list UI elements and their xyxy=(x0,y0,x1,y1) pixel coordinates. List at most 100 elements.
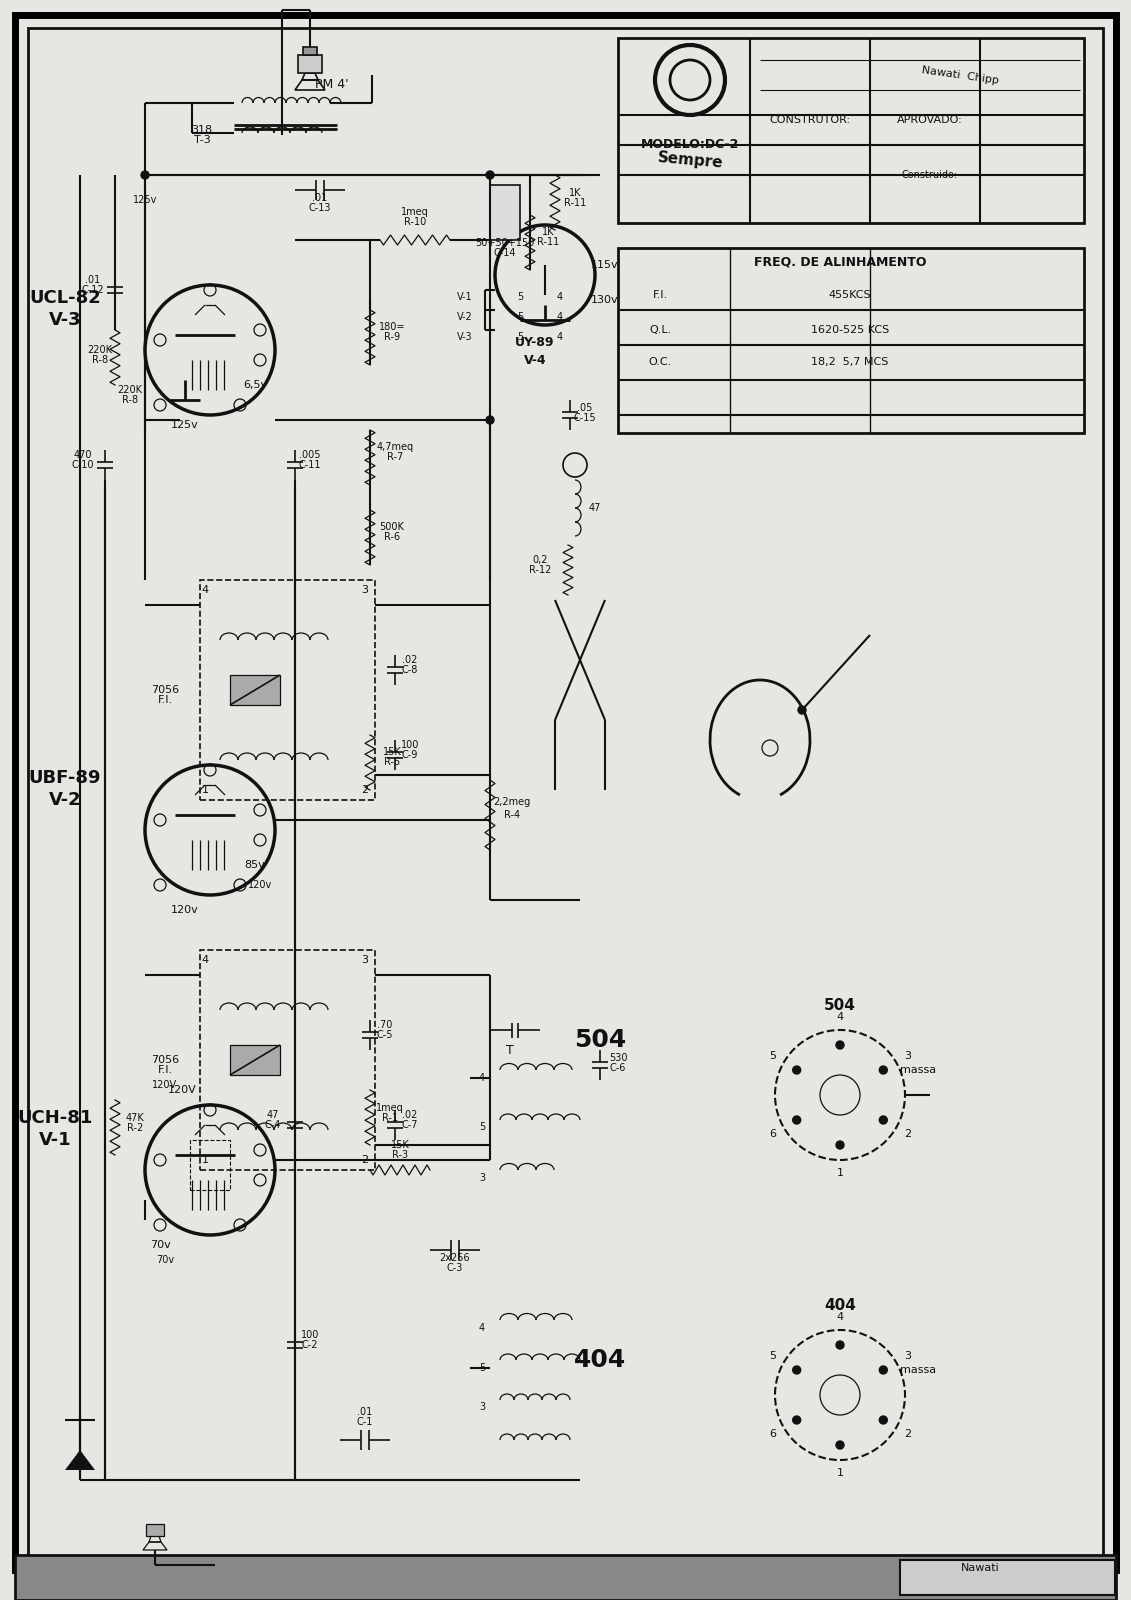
Circle shape xyxy=(486,416,494,424)
Circle shape xyxy=(879,1066,888,1074)
Text: Nawati  Chipp: Nawati Chipp xyxy=(921,64,999,85)
Text: 455KCS: 455KCS xyxy=(829,290,871,301)
Text: F.I.: F.I. xyxy=(157,694,173,706)
Text: 4: 4 xyxy=(201,955,208,965)
Text: UCH-81: UCH-81 xyxy=(17,1109,93,1126)
Text: O.C.: O.C. xyxy=(648,357,672,366)
Text: 220K: 220K xyxy=(87,346,112,355)
Text: 1K: 1K xyxy=(542,227,554,237)
Text: 1620-525 KCS: 1620-525 KCS xyxy=(811,325,889,334)
Bar xyxy=(618,38,1083,222)
Text: C-12: C-12 xyxy=(81,285,104,294)
Text: V-3: V-3 xyxy=(457,333,473,342)
Text: 180=: 180= xyxy=(379,322,405,333)
Text: 404: 404 xyxy=(573,1347,627,1371)
Text: R-3: R-3 xyxy=(392,1150,408,1160)
Text: C-11: C-11 xyxy=(299,461,321,470)
Text: 5: 5 xyxy=(517,312,524,322)
Text: 120V: 120V xyxy=(167,1085,197,1094)
Text: 2,2meg: 2,2meg xyxy=(493,797,530,806)
Text: 120V: 120V xyxy=(153,1080,178,1090)
Text: V-2: V-2 xyxy=(49,790,81,810)
Text: 6: 6 xyxy=(769,1429,776,1438)
Text: 318: 318 xyxy=(191,125,213,134)
Text: F.I.: F.I. xyxy=(157,1066,173,1075)
Text: Q.L.: Q.L. xyxy=(649,325,671,334)
Text: 404: 404 xyxy=(824,1298,856,1312)
Text: Construido:: Construido: xyxy=(901,170,958,179)
Text: .02: .02 xyxy=(403,1110,417,1120)
Text: 3: 3 xyxy=(478,1173,485,1182)
Circle shape xyxy=(836,1042,844,1050)
Text: 4: 4 xyxy=(201,586,208,595)
Text: 4: 4 xyxy=(837,1013,844,1022)
Text: 5: 5 xyxy=(478,1363,485,1373)
Bar xyxy=(900,1560,1115,1595)
Text: V-2: V-2 xyxy=(457,312,473,322)
Text: R-11: R-11 xyxy=(564,198,586,208)
Text: CONSTRUTOR:: CONSTRUTOR: xyxy=(769,115,851,125)
Bar xyxy=(230,675,280,706)
Circle shape xyxy=(879,1366,888,1374)
Text: .02: .02 xyxy=(403,654,417,666)
Circle shape xyxy=(879,1416,888,1424)
Text: .01: .01 xyxy=(312,194,328,203)
Text: R-12: R-12 xyxy=(529,565,551,574)
Text: 4: 4 xyxy=(478,1074,485,1083)
Text: V-4: V-4 xyxy=(524,354,546,366)
Text: UBF-89: UBF-89 xyxy=(28,770,102,787)
Text: C-7: C-7 xyxy=(402,1120,418,1130)
Text: 15K: 15K xyxy=(390,1139,409,1150)
Circle shape xyxy=(798,706,806,714)
Text: massa: massa xyxy=(900,1365,936,1374)
Bar xyxy=(490,186,520,240)
Text: 70v: 70v xyxy=(149,1240,171,1250)
Text: 2: 2 xyxy=(904,1130,912,1139)
Text: 3: 3 xyxy=(478,1402,485,1411)
Text: 470: 470 xyxy=(74,450,93,461)
Text: 1meq: 1meq xyxy=(402,206,429,218)
Text: 2: 2 xyxy=(362,786,369,795)
Circle shape xyxy=(879,1117,888,1123)
Bar xyxy=(230,1045,280,1075)
Text: 500K: 500K xyxy=(380,522,405,531)
Text: 1: 1 xyxy=(201,1155,208,1165)
Text: R-4: R-4 xyxy=(504,810,520,819)
Text: 70v: 70v xyxy=(156,1254,174,1266)
Circle shape xyxy=(793,1066,801,1074)
Text: 1: 1 xyxy=(837,1168,844,1178)
Text: MODELO:DC-2: MODELO:DC-2 xyxy=(641,139,740,152)
Text: V-1: V-1 xyxy=(457,291,473,302)
Text: V-3: V-3 xyxy=(49,310,81,330)
Circle shape xyxy=(793,1366,801,1374)
Text: 130v: 130v xyxy=(592,294,619,306)
Text: 1: 1 xyxy=(201,786,208,795)
Text: Sempre: Sempre xyxy=(656,150,724,170)
Text: 504: 504 xyxy=(573,1029,627,1053)
Text: 3: 3 xyxy=(362,955,369,965)
Text: R-11: R-11 xyxy=(537,237,559,246)
Text: 3: 3 xyxy=(904,1350,912,1362)
Text: R-5: R-5 xyxy=(383,757,400,766)
Text: 4,7meq: 4,7meq xyxy=(377,442,414,451)
Text: R-1: R-1 xyxy=(382,1114,398,1123)
Text: APROVADO:: APROVADO: xyxy=(897,115,962,125)
Text: R-8: R-8 xyxy=(122,395,138,405)
Text: Nawati: Nawati xyxy=(960,1563,1000,1573)
Text: F.I.: F.I. xyxy=(653,290,667,301)
Text: C-13: C-13 xyxy=(309,203,331,213)
Text: 3: 3 xyxy=(362,586,369,595)
Text: 125v: 125v xyxy=(171,419,199,430)
Bar xyxy=(618,248,1083,434)
Text: 7056: 7056 xyxy=(150,1054,179,1066)
Bar xyxy=(146,1523,164,1536)
Text: R-10: R-10 xyxy=(404,218,426,227)
Circle shape xyxy=(486,171,494,179)
Text: C-5: C-5 xyxy=(377,1030,394,1040)
Text: 4: 4 xyxy=(556,333,563,342)
Circle shape xyxy=(793,1416,801,1424)
Text: 7056: 7056 xyxy=(150,685,179,694)
Text: R-2: R-2 xyxy=(127,1123,144,1133)
Bar xyxy=(200,950,375,1170)
Text: 4: 4 xyxy=(556,312,563,322)
